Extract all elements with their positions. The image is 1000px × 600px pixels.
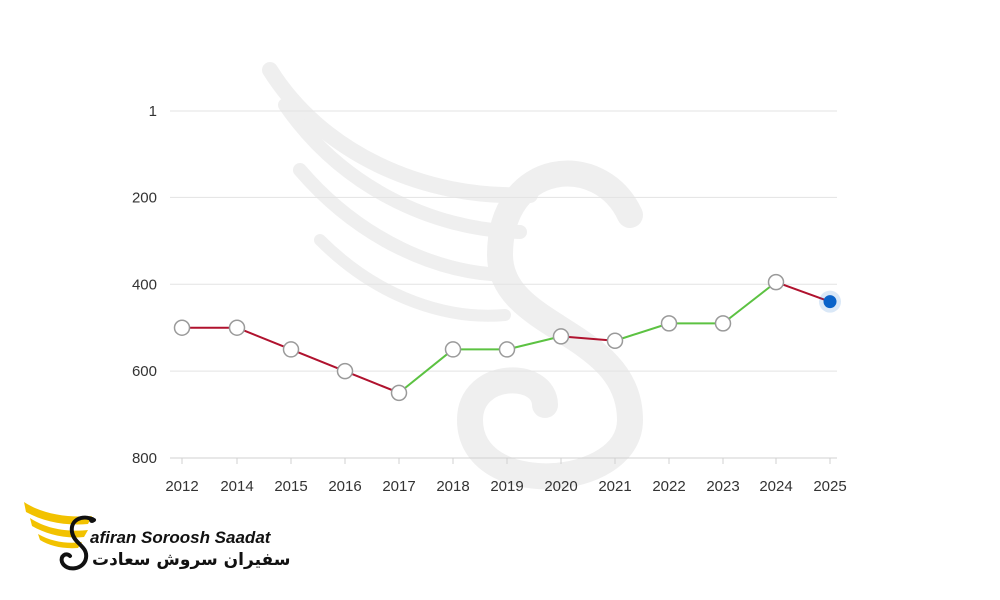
swan-wing-logo-icon	[24, 502, 96, 571]
x-tick-label: 2014	[220, 478, 253, 495]
x-tick-label: 2024	[759, 478, 792, 495]
x-tick-label: 2016	[328, 478, 361, 495]
y-tick-label: 400	[132, 276, 157, 293]
y-tick-labels: 1 200 400 600 800	[132, 103, 157, 467]
series-points	[173, 273, 841, 402]
data-point[interactable]	[552, 328, 570, 345]
line-segment	[344, 370, 400, 394]
x-tick-label: 2019	[490, 478, 523, 495]
company-logo: afiran Soroosh Saadat سفیران سروش سعادت	[22, 496, 297, 578]
line-segment	[560, 335, 616, 342]
line-segment	[614, 322, 670, 342]
line-segment	[775, 281, 831, 303]
logo-name-english: afiran Soroosh Saadat	[90, 528, 271, 547]
data-point[interactable]	[173, 319, 191, 336]
x-tick-label: 2021	[598, 478, 631, 495]
x-tick-label: 2023	[706, 478, 739, 495]
swan-wing-watermark-icon	[262, 62, 644, 490]
data-point[interactable]	[714, 315, 732, 332]
data-point[interactable]	[767, 273, 785, 291]
y-tick-label: 1	[149, 103, 157, 120]
line-segment	[398, 348, 454, 394]
data-point[interactable]	[390, 384, 408, 402]
line-segment	[290, 348, 346, 373]
y-tick-label: 600	[132, 363, 157, 380]
data-point[interactable]	[282, 341, 300, 358]
x-tick-label: 2017	[382, 478, 415, 495]
x-tick-label: 2018	[436, 478, 469, 495]
data-point[interactable]	[336, 362, 354, 380]
x-tick-label: 2025	[813, 478, 846, 495]
x-tick-labels: 2012 2014 2015 2016 2017 2018 2019 2020 2021 2022…	[165, 458, 847, 495]
data-point[interactable]	[660, 315, 678, 332]
series-line	[182, 281, 831, 394]
y-tick-label: 200	[132, 189, 157, 206]
line-segment	[722, 281, 777, 325]
line-segment	[236, 326, 292, 351]
y-tick-label: 800	[132, 450, 157, 467]
data-point[interactable]	[444, 341, 462, 358]
x-tick-label: 2020	[544, 478, 577, 495]
logo-name-persian: سفیران سروش سعادت	[92, 550, 291, 570]
latest-data-point[interactable]	[823, 295, 837, 309]
data-point[interactable]	[606, 332, 624, 349]
line-segment	[506, 335, 562, 351]
x-tick-label: 2015	[274, 478, 307, 495]
data-point[interactable]	[498, 341, 516, 358]
x-tick-label: 2012	[165, 478, 198, 495]
gridlines	[170, 110, 837, 459]
data-point[interactable]	[228, 319, 246, 336]
x-tick-label: 2022	[652, 478, 685, 495]
